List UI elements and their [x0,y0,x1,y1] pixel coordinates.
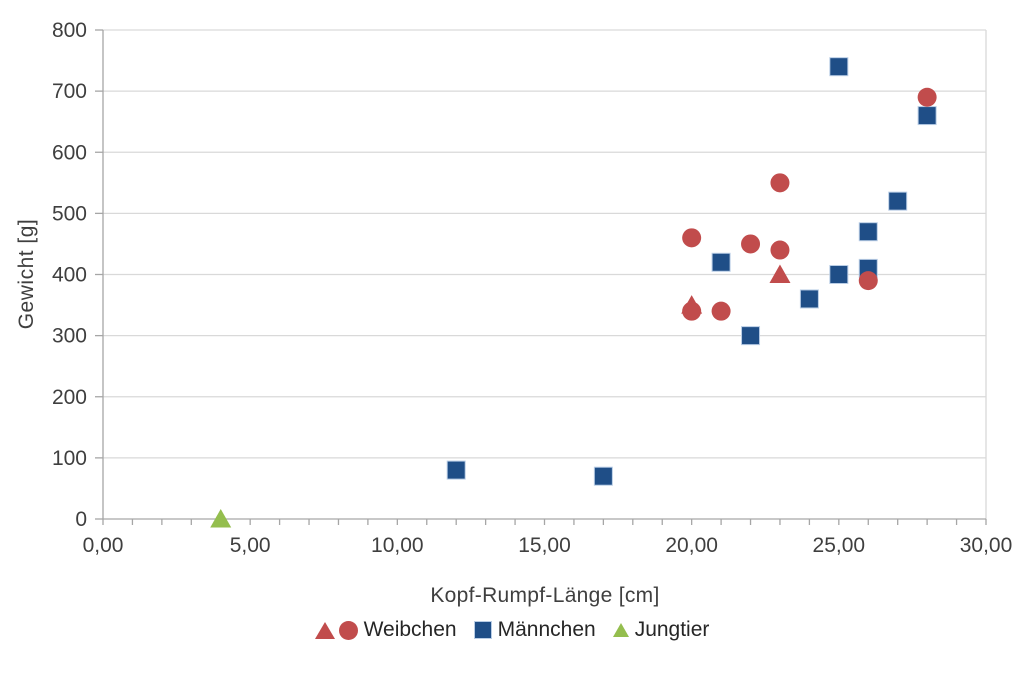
triangle-icon [612,623,629,637]
legend-label-maennchen: Männchen [497,618,596,641]
y-tick-label: 800 [52,19,87,42]
data-point-männchen [446,460,466,480]
legend: Weibchen Männchen Jungtier [0,618,1024,642]
y-tick-label: 400 [52,264,87,287]
x-tick-label: 0,00 [83,534,124,557]
y-axis-title: Gewicht [g] [15,218,38,330]
data-point-männchen [917,106,937,126]
data-point-männchen [741,326,761,346]
y-tick-label: 200 [52,386,87,409]
y-tick-label: 700 [52,80,87,103]
data-point-weibchen [682,301,702,321]
x-tick-label: 20,00 [665,534,718,557]
square-icon [473,621,492,639]
data-point-männchen [593,466,613,486]
y-tick-label: 500 [52,202,87,225]
triangle-icon [314,621,335,639]
y-tick-label: 0 [75,508,87,531]
x-tick-label: 5,00 [230,534,271,557]
data-point-weibchen [769,264,791,283]
data-point-männchen [711,252,731,272]
data-point-weibchen [711,301,731,321]
data-point-weibchen [858,271,878,291]
legend-label-weibchen: Weibchen [363,618,457,641]
data-point-männchen [829,57,849,77]
y-tick-label: 600 [52,141,87,164]
circle-icon [338,620,358,640]
x-tick-label: 10,00 [371,534,424,557]
data-point-weibchen [917,87,937,107]
y-tick-label: 100 [52,447,87,470]
data-point-männchen [829,265,849,284]
x-tick-label: 15,00 [518,534,571,557]
data-point-männchen [888,191,908,211]
data-point-jungtier [210,509,232,528]
y-tick-label: 300 [52,325,87,348]
data-point-männchen [799,289,819,309]
legend-item-maennchen: Männchen [473,618,596,642]
x-axis-title: Kopf-Rumpf-Länge [cm] [430,584,660,607]
data-point-weibchen [770,173,790,193]
legend-item-jungtier: Jungtier [612,618,710,642]
data-point-weibchen [770,240,790,260]
legend-item-weibchen: Weibchen [314,618,457,642]
x-tick-label: 25,00 [813,534,866,557]
x-tick-label: 30,00 [960,534,1013,557]
data-point-männchen [858,222,878,242]
data-point-weibchen [741,234,761,254]
data-point-weibchen [682,228,702,248]
legend-label-jungtier: Jungtier [634,618,710,641]
